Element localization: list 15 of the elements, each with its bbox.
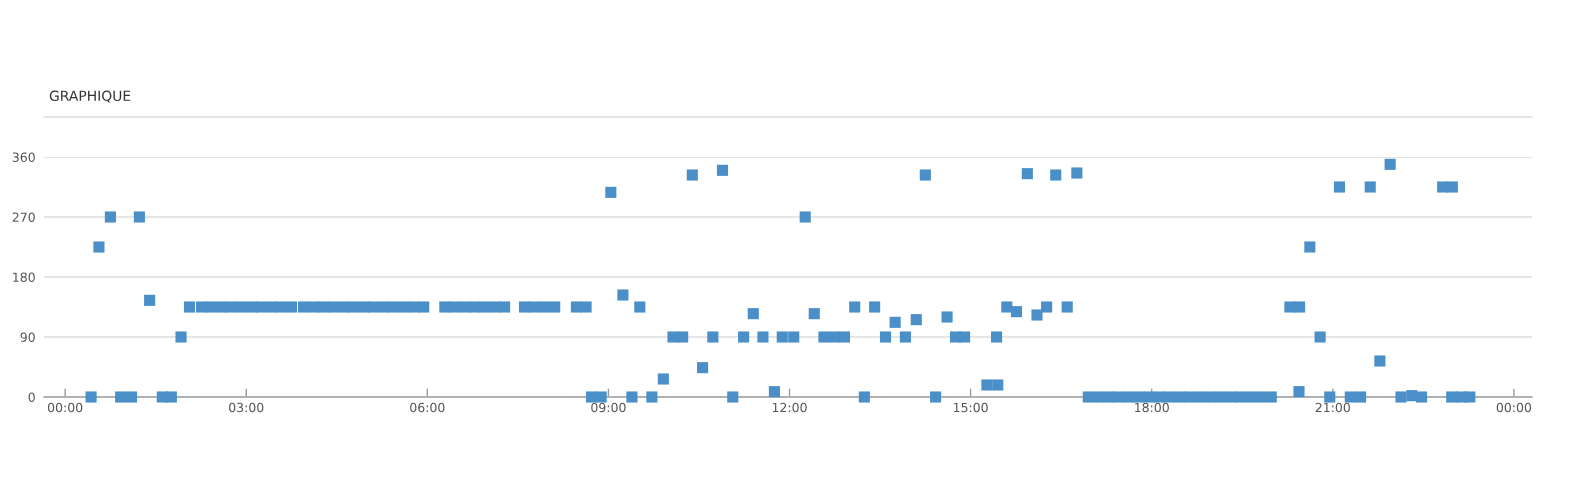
x-tick-label: 00:00 <box>1496 402 1532 413</box>
x-tick-label: 18:00 <box>1135 402 1169 413</box>
y-tick-label: 90 <box>20 332 35 342</box>
x-tick-label: 21:00 <box>1315 402 1350 413</box>
y-tick-label: 180 <box>13 272 35 282</box>
y-tick-label: 0 <box>28 392 35 402</box>
y-tick-label: 270 <box>12 212 35 222</box>
x-tick-label: 15:00 <box>953 402 988 413</box>
x-tick-label: 12:00 <box>772 402 807 413</box>
y-tick-label: 360 <box>12 152 35 162</box>
x-tick-label: 03:00 <box>229 402 264 413</box>
x-tick-label: 09:00 <box>591 402 626 413</box>
x-tick-label: 00:00 <box>47 402 83 413</box>
x-tick-label: 06:00 <box>410 402 445 413</box>
chart-title: GRAPHIQUE <box>49 90 131 103</box>
